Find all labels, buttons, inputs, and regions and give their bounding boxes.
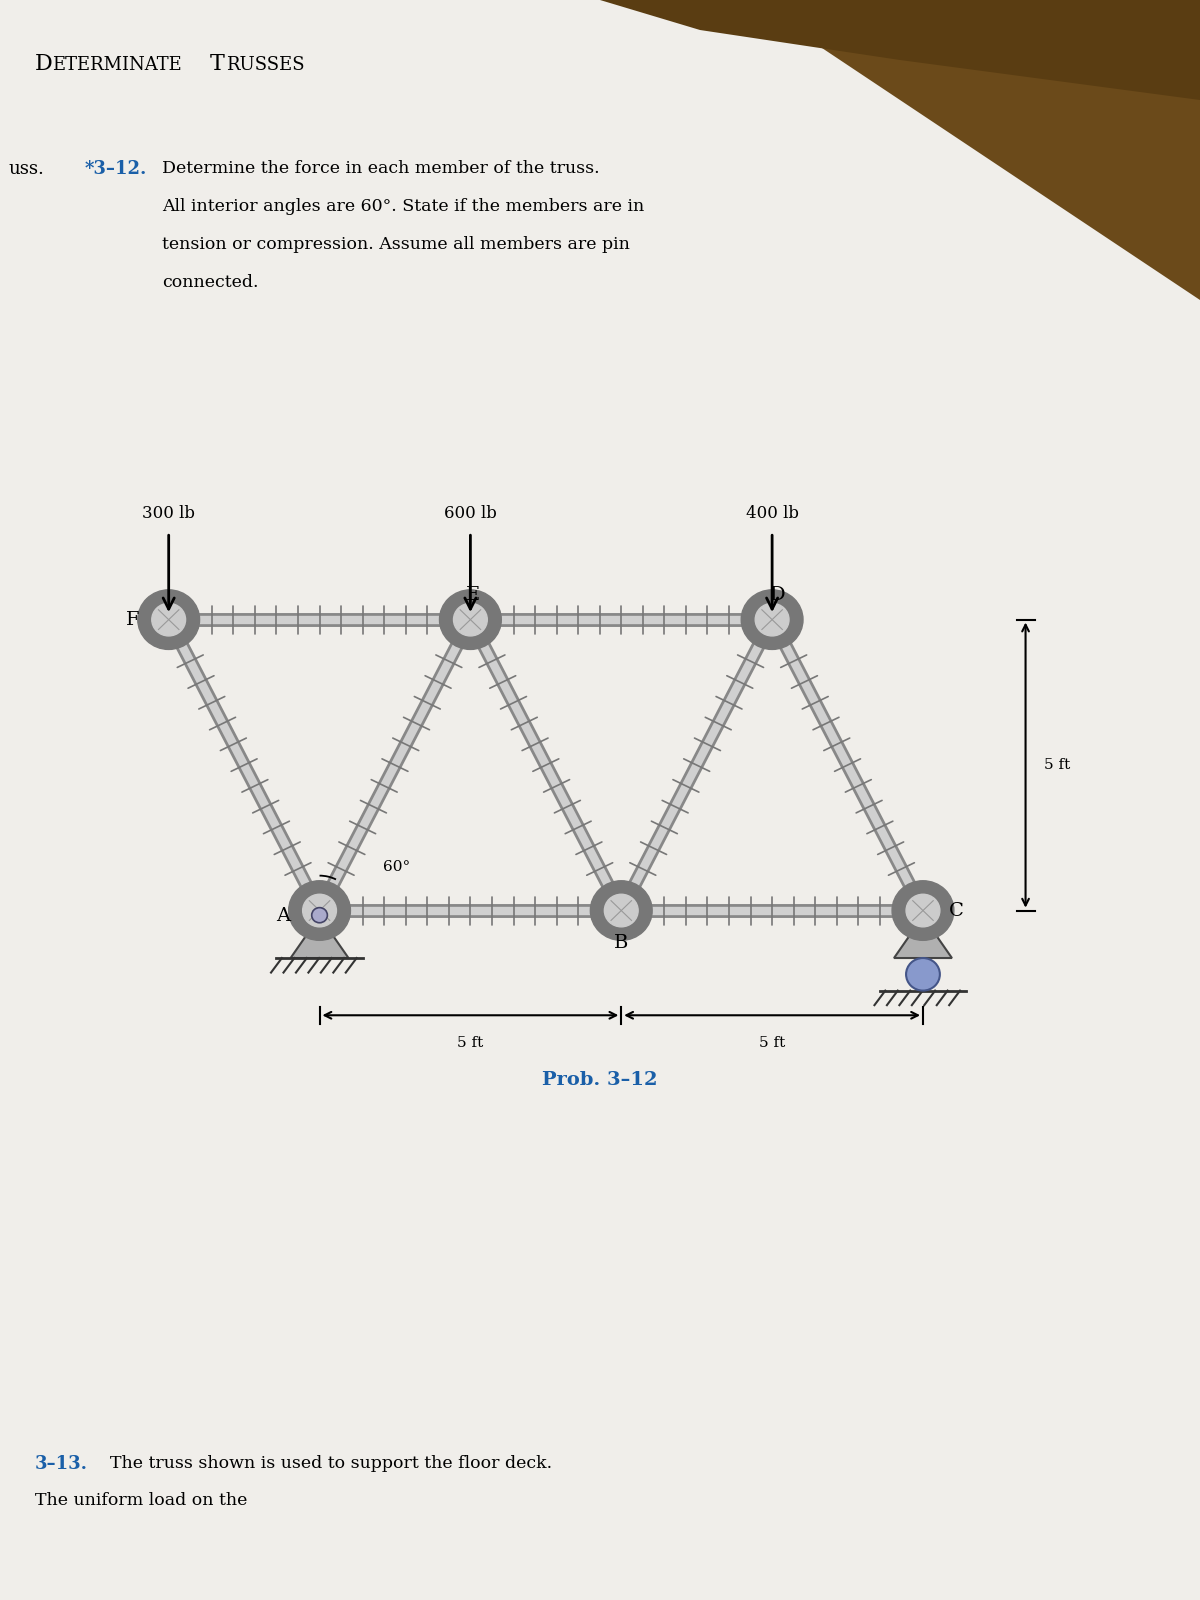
Text: 5 ft: 5 ft [457,1035,484,1050]
Text: 600 lb: 600 lb [444,506,497,522]
Text: 3–13.: 3–13. [35,1454,88,1474]
Text: The truss shown is used to support the floor deck.: The truss shown is used to support the f… [110,1454,552,1472]
Polygon shape [750,0,1200,301]
Text: D: D [35,53,53,75]
Text: Determine the force in each member of the truss.: Determine the force in each member of th… [162,160,600,178]
Text: tension or compression. Assume all members are pin: tension or compression. Assume all membe… [162,235,630,253]
Polygon shape [600,0,1200,99]
Circle shape [138,590,199,650]
Text: E: E [467,586,480,605]
Text: F: F [126,611,139,629]
Circle shape [312,907,328,923]
Text: D: D [770,586,786,605]
Circle shape [151,603,186,635]
Circle shape [439,590,502,650]
Text: 400 lb: 400 lb [745,506,799,522]
Text: All interior angles are 60°. State if the members are in: All interior angles are 60°. State if th… [162,198,644,214]
Circle shape [605,894,638,926]
Text: 5 ft: 5 ft [758,1035,785,1050]
Text: The uniform load on the: The uniform load on the [35,1491,247,1509]
Text: 300 lb: 300 lb [142,506,196,522]
Text: *3–12.: *3–12. [85,160,148,178]
Circle shape [289,880,350,941]
Text: 5 ft: 5 ft [1044,758,1070,773]
Text: connected.: connected. [162,274,258,291]
Text: Prob. 3–12: Prob. 3–12 [542,1070,658,1090]
Circle shape [906,894,940,926]
Circle shape [892,880,954,941]
Text: 60°: 60° [383,859,410,874]
Text: RUSSES: RUSSES [226,56,305,74]
Circle shape [755,603,790,635]
Polygon shape [290,917,348,958]
Circle shape [742,590,803,650]
Text: C: C [949,901,964,920]
Text: A: A [276,907,290,925]
Text: B: B [614,933,629,952]
Circle shape [454,603,487,635]
Text: uss.: uss. [8,160,44,178]
Circle shape [302,894,336,926]
Text: ETERMINATE: ETERMINATE [52,56,181,74]
Text: T: T [210,53,224,75]
Circle shape [590,880,652,941]
Polygon shape [894,917,952,958]
Circle shape [906,958,940,990]
